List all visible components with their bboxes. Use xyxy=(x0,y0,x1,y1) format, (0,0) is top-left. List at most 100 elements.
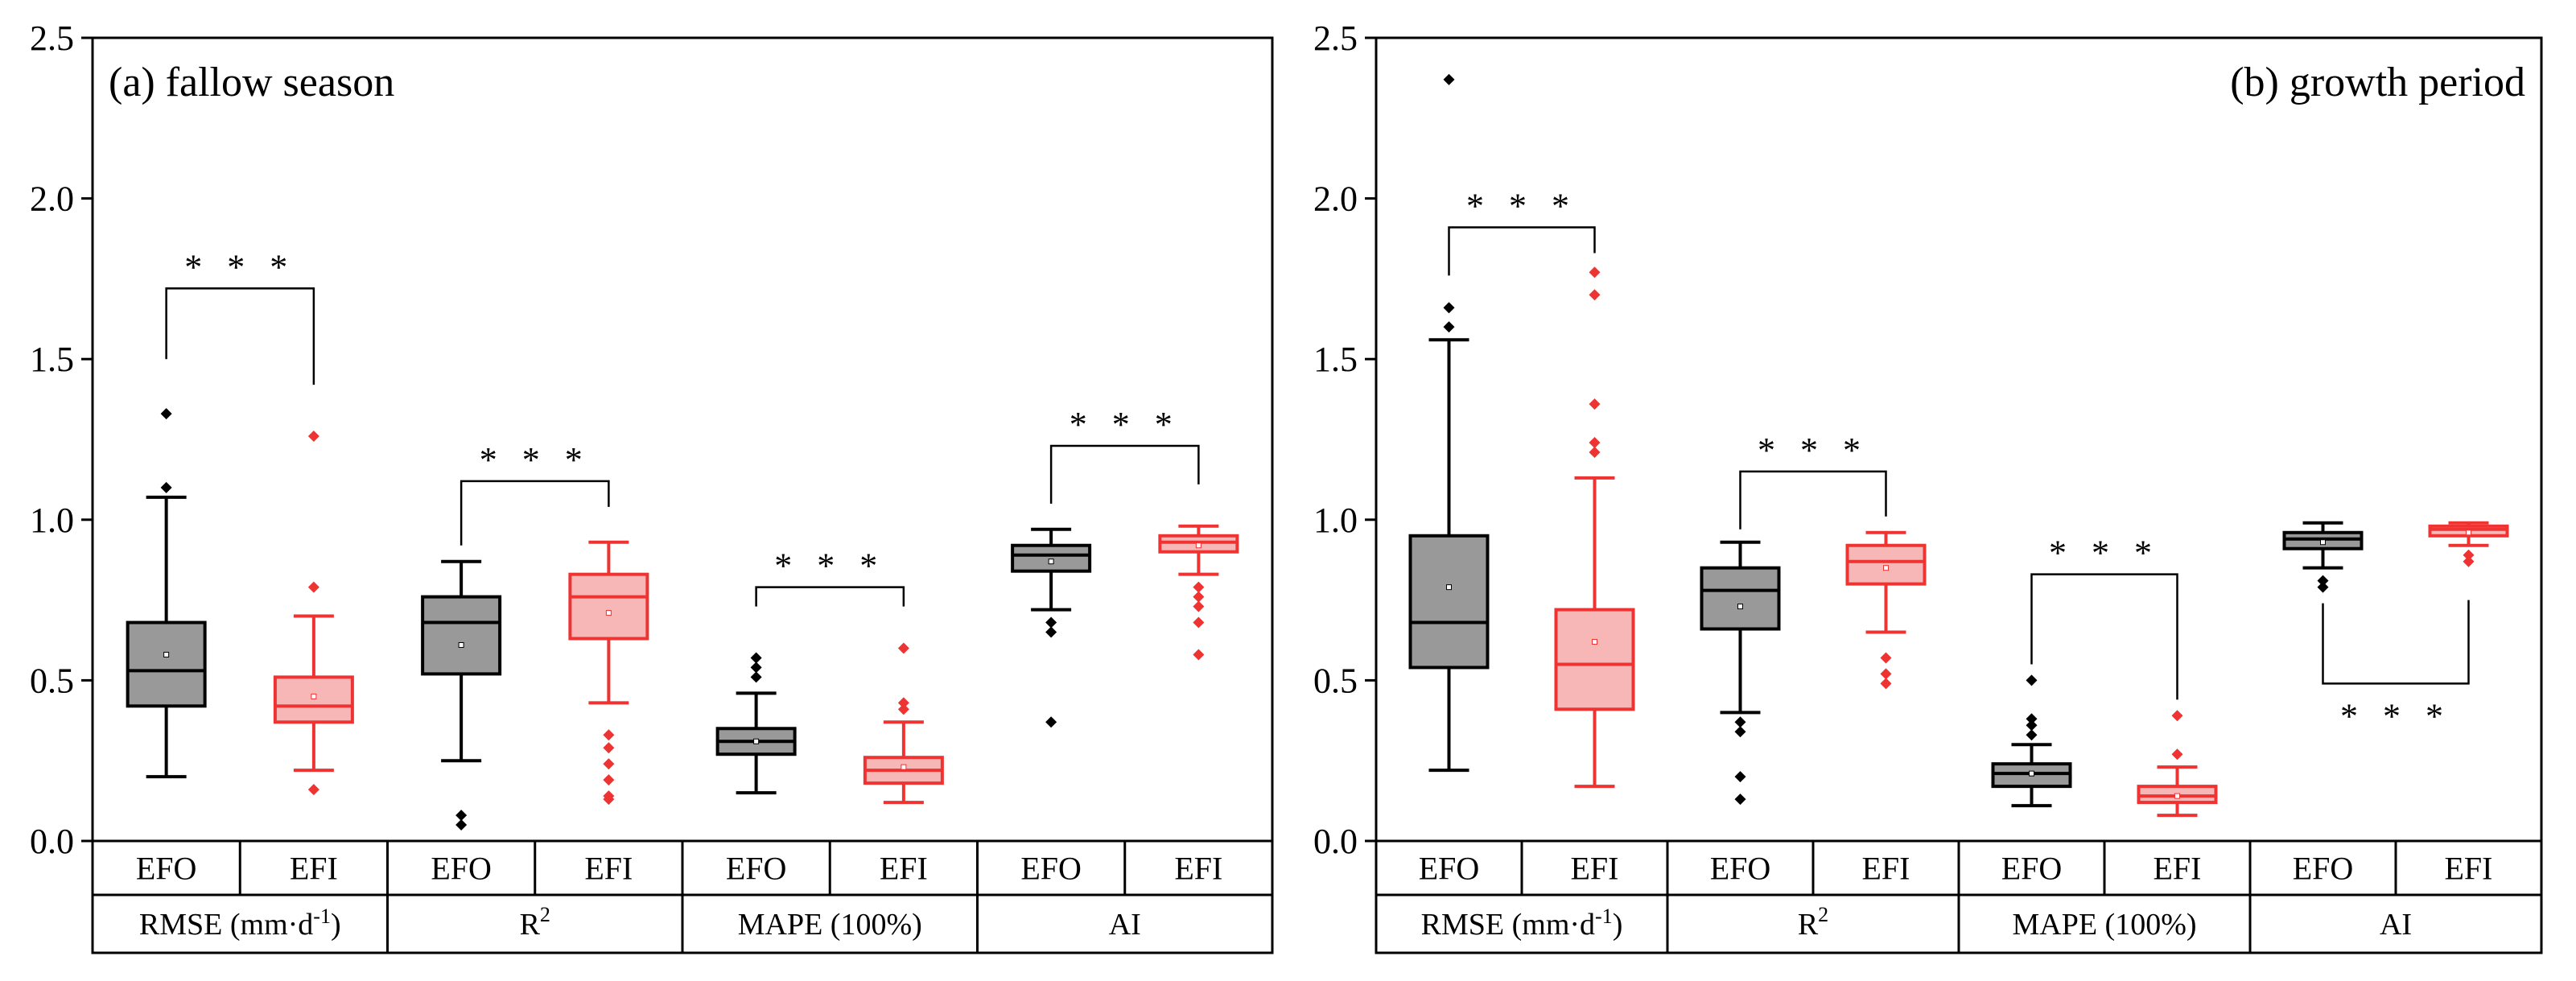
mean-marker xyxy=(1446,584,1452,591)
superscript: -1 xyxy=(1595,905,1613,928)
category-label-efi: EFI xyxy=(1174,851,1222,887)
box-iqr xyxy=(126,620,207,708)
significance-bracket: * * * xyxy=(755,546,905,607)
outlier-point xyxy=(1734,716,1746,728)
y-tick-label: 1.5 xyxy=(30,340,74,379)
outlier-point xyxy=(1443,73,1455,85)
category-label-efo: EFO xyxy=(431,851,492,887)
metric-label: AI xyxy=(1109,908,1141,942)
box-r2-efi xyxy=(568,540,649,806)
box-rmse-efo xyxy=(126,408,207,779)
box-rmse-efi xyxy=(1554,266,1635,789)
panel-title: (b) growth period xyxy=(2230,60,2525,105)
significance-bracket: * * * xyxy=(460,440,610,546)
y-tick-label: 0.0 xyxy=(1313,822,1358,861)
outlier-point xyxy=(2463,555,2475,567)
outlier-point xyxy=(603,729,615,741)
box-iqr xyxy=(1408,534,1490,670)
bracket-line xyxy=(1739,470,1887,530)
category-label-efi: EFI xyxy=(2445,851,2493,887)
significance-label: * * * xyxy=(1758,431,1869,470)
outlier-point xyxy=(2317,575,2329,587)
outlier-point xyxy=(897,642,909,654)
outlier-point xyxy=(897,697,909,709)
category-label-efo: EFO xyxy=(1020,851,1082,887)
significance-label: * * * xyxy=(184,247,295,286)
outlier-point xyxy=(1880,668,1892,680)
mean-marker xyxy=(1592,638,1597,645)
box-mape-efo xyxy=(1991,674,2072,808)
panel-growth-period: 0.0 0.5 1.0 1.5 2.0 2.5 EFO EFI EFO EFI EFO EFI EFO E… xyxy=(1313,19,2543,954)
significance-bracket: * * * xyxy=(2030,534,2178,700)
mean-marker xyxy=(901,764,907,770)
outlier-point xyxy=(307,581,319,593)
box-iqr xyxy=(1845,543,1927,586)
significance-bracket: * * * xyxy=(165,247,315,385)
y-tick-label: 1.0 xyxy=(1313,501,1358,540)
bracket-line xyxy=(165,287,315,385)
outlier-point xyxy=(2026,713,2038,725)
mean-marker xyxy=(2466,530,2471,536)
significance-label: * * * xyxy=(2049,534,2160,573)
mean-marker xyxy=(605,610,612,616)
outlier-point xyxy=(1734,793,1746,806)
box-iqr xyxy=(1700,566,1781,631)
box-iqr xyxy=(568,572,649,641)
paren: ) xyxy=(331,908,341,942)
box-mape-efo xyxy=(715,652,797,795)
mean-marker xyxy=(163,651,170,657)
category-label-efi: EFI xyxy=(880,851,928,887)
outlier-point xyxy=(603,758,615,770)
significance-label: * * * xyxy=(1070,405,1181,444)
outlier-point xyxy=(2463,549,2475,561)
box-r2-efo xyxy=(421,559,502,831)
category-label-efo: EFO xyxy=(726,851,787,887)
significance-label: * * * xyxy=(774,546,885,586)
mean-marker xyxy=(458,641,464,648)
mean-marker xyxy=(1883,565,1889,571)
significance-label: * * * xyxy=(1466,187,1577,226)
outlier-point xyxy=(750,652,762,664)
mean-marker xyxy=(1737,604,1743,610)
plot-frame xyxy=(91,36,1274,954)
outlier-point xyxy=(307,431,319,443)
outlier-point xyxy=(603,774,615,786)
metric-label: RMSE (mm·d-1) xyxy=(139,905,341,942)
box-iqr xyxy=(273,675,354,724)
significance-bracket: * * * xyxy=(1739,431,1887,530)
category-label-efo: EFO xyxy=(136,851,197,887)
outlier-point xyxy=(750,671,762,683)
metric-label: RMSE (mm·d-1) xyxy=(1421,905,1623,942)
outlier-point xyxy=(897,703,909,715)
significance-bracket: * * * xyxy=(1049,405,1200,504)
outlier-point xyxy=(1589,289,1601,301)
y-tick-label: 0.0 xyxy=(30,822,74,861)
category-label-efi: EFI xyxy=(1862,851,1910,887)
outlier-point xyxy=(1193,649,1205,661)
outlier-point xyxy=(1734,771,1746,783)
category-label-efi: EFI xyxy=(290,851,338,887)
outlier-point xyxy=(1193,581,1205,593)
box-ai-efi xyxy=(2428,521,2509,567)
mean-marker xyxy=(1048,559,1054,565)
outlier-point xyxy=(1443,302,1455,314)
panel-title: (a) fallow season xyxy=(109,60,394,105)
outlier-point xyxy=(455,810,468,822)
category-label-efi: EFI xyxy=(584,851,633,887)
box-iqr xyxy=(1554,608,1635,711)
paren: ) xyxy=(1613,908,1623,942)
superscript: 2 xyxy=(540,903,550,926)
y-tick-label: 2.5 xyxy=(1313,19,1358,58)
outlier-point xyxy=(1589,398,1601,410)
outlier-point xyxy=(603,742,615,754)
significance-label: * * * xyxy=(2340,696,2451,736)
bracket-line xyxy=(1049,444,1200,504)
outlier-point xyxy=(1589,436,1601,448)
metric-label: R2 xyxy=(520,903,550,942)
box-r2-efi xyxy=(1845,530,1927,690)
outlier-point xyxy=(1193,591,1205,603)
box-r2-efo xyxy=(1700,540,1781,806)
y-tick-label: 2.0 xyxy=(1313,179,1358,219)
category-label-efi: EFI xyxy=(1571,851,1619,887)
